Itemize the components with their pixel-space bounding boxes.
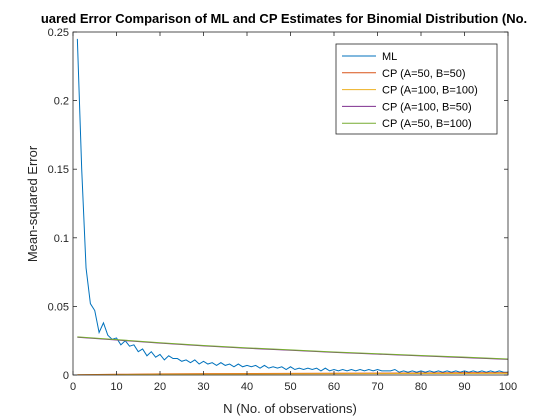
x-tick-label: 40 (241, 381, 253, 393)
legend-entry-label: ML (382, 51, 397, 63)
x-tick-label: 0 (70, 381, 76, 393)
x-tick-label: 60 (328, 381, 340, 393)
legend: ML CP (A=50, B=50) CP (A=100, B=100) CP (A=… (335, 43, 498, 135)
x-tick-label: 100 (499, 381, 517, 393)
x-tick-label: 20 (154, 381, 166, 393)
y-tick-label: 0.05 (48, 301, 69, 313)
y-tick-label: 0.2 (54, 96, 69, 108)
legend-entry-label: CP (A=50, B=100) (382, 118, 472, 130)
x-tick-label: 10 (110, 381, 122, 393)
legend-entry-label: CP (A=100, B=50) (382, 101, 472, 113)
legend-box (335, 43, 498, 135)
y-tick-label: 0.1 (54, 233, 69, 245)
x-tick-label: 30 (197, 381, 209, 393)
y-tick-label: 0.25 (48, 27, 69, 39)
series-line-0 (76, 38, 508, 373)
x-axis-label: N (No. of observations) (223, 401, 357, 416)
y-tick-label: 0 (63, 370, 69, 382)
y-axis-label: Mean-squared Error (25, 145, 40, 262)
chart-title: uared Error Comparison of ML and CP Esti… (41, 11, 527, 26)
x-tick-label: 80 (415, 381, 427, 393)
legend-entry-label: CP (A=100, B=100) (382, 85, 478, 97)
x-tick-label: 50 (284, 381, 296, 393)
axes-layer: 0 10 20 30 40 50 60 70 80 90 100 0 0.05 0.1 0.15 0.2 0.2… (48, 27, 518, 393)
x-tick-label: 90 (458, 381, 470, 393)
x-tick-label: 70 (371, 381, 383, 393)
y-tick-label: 0.15 (48, 164, 69, 176)
legend-entry-label: CP (A=50, B=50) (382, 68, 466, 80)
series-line-4 (77, 336, 508, 360)
